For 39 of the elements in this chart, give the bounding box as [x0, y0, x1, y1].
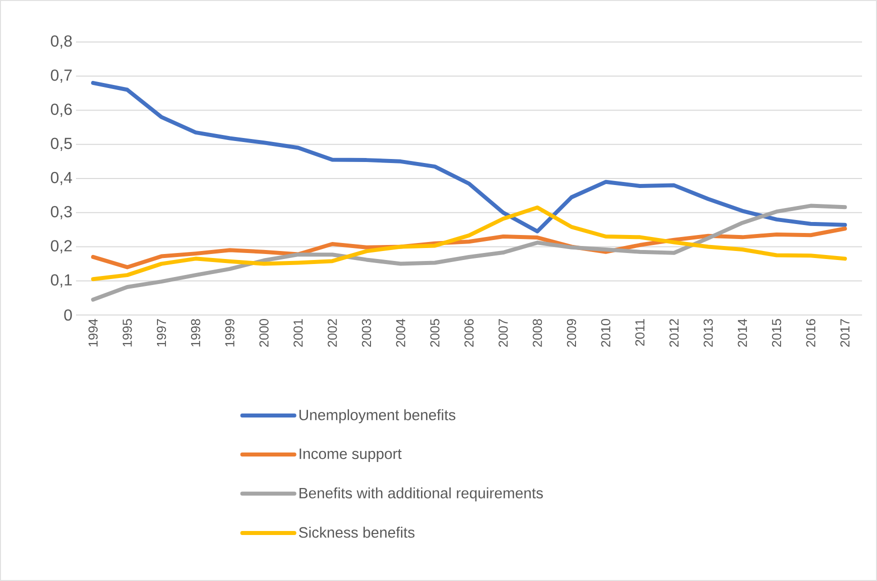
x-tick-label: 2007 [498, 319, 508, 347]
legend-label: Unemployment benefits [299, 409, 456, 424]
y-tick-label: 0,4 [50, 172, 72, 186]
x-tick-label: 2011 [635, 319, 644, 346]
legend-label: Income support [300, 448, 402, 462]
x-tick-label: 2009 [566, 319, 576, 347]
x-tick-label: 2008 [532, 319, 542, 347]
x-tick-label: 1994 [88, 318, 98, 346]
x-tick-label: 2001 [294, 319, 303, 347]
y-tick-label: 0,1 [50, 274, 72, 288]
line-series [91, 205, 847, 282]
x-tick-label: 1997 [156, 319, 166, 346]
x-tick-label: 2003 [362, 319, 372, 347]
y-tick-label: 0,5 [50, 138, 72, 151]
x-tick-label: 2013 [704, 319, 713, 347]
x-tick-label: 1998 [191, 319, 200, 346]
x-tick-label: 2006 [464, 319, 474, 347]
x-tick-label: 2012 [669, 319, 679, 347]
y-tick-label: 0,3 [50, 206, 72, 220]
legend-label: Sickness benefits [299, 526, 414, 538]
x-tick-label: 2004 [396, 318, 406, 347]
line-series [91, 204, 847, 302]
line-series [91, 80, 847, 234]
x-tick-label: 1999 [225, 319, 234, 346]
x-tick-label: 1995 [122, 319, 132, 346]
y-tick-label: 0 [64, 309, 72, 321]
x-tick-label: 2015 [772, 319, 782, 347]
legend-label: Benefits with additional requirements [300, 487, 543, 502]
y-tick-label: 0,6 [50, 104, 72, 117]
x-tick-label: 2017 [840, 319, 850, 347]
y-tick-label: 0,7 [50, 70, 72, 83]
x-tick-label: 2005 [430, 319, 440, 347]
y-tick-label: 0,2 [50, 240, 72, 254]
x-tick-label: 2014 [738, 318, 748, 347]
x-tick-label: 2002 [328, 319, 337, 347]
x-tick-label: 2000 [259, 319, 269, 347]
x-tick-label: 2010 [601, 319, 610, 347]
y-tick-label: 0,8 [50, 35, 72, 49]
x-tick-label: 2016 [806, 319, 816, 347]
